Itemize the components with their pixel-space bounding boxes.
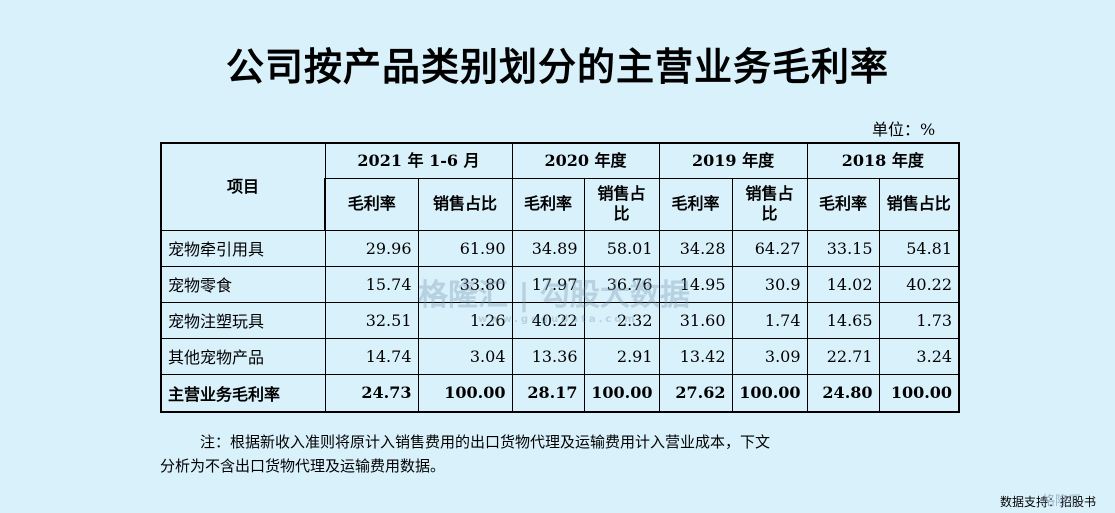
- total-label: 主营业务毛利率: [160, 373, 326, 413]
- metric-header: 毛利率: [511, 177, 585, 231]
- footnote-line-2: 分析为不含出口货物代理及运输费用数据。: [160, 457, 446, 475]
- total-row: 主营业务毛利率 24.73 100.00 28.17 100.00 27.62 …: [160, 373, 961, 413]
- gross-margin-table: 项目 2021 年 1-6 月 2020 年度 2019 年度 2018 年度 …: [160, 142, 961, 413]
- metric-header: 销售占比: [417, 177, 513, 231]
- cell-value: 1.26: [417, 301, 513, 339]
- cell-value: 61.90: [417, 229, 513, 267]
- cell-value: 13.42: [658, 337, 733, 375]
- table-row: 其他宠物产品 14.74 3.04 13.36 2.91 13.42 3.09 …: [160, 337, 961, 375]
- metric-header: 销售占比: [731, 177, 808, 231]
- cell-value: 33.15: [806, 229, 880, 267]
- cell-value: 14.65: [806, 301, 880, 339]
- brand-logo: 格隆汇: [1042, 494, 1082, 509]
- footnote-line-1: 注：根据新收入准则将原计入销售费用的出口货物代理及运输费用计入营业成本，下文: [200, 433, 771, 451]
- page-title: 公司按产品类别划分的主营业务毛利率: [225, 45, 889, 89]
- metric-header: 销售占比: [878, 177, 961, 231]
- cell-value: 64.27: [731, 229, 808, 267]
- cell-value: 32.51: [324, 301, 419, 339]
- metric-header: 毛利率: [658, 177, 733, 231]
- cell-value: 30.9: [731, 265, 808, 303]
- cell-value: 13.36: [511, 337, 585, 375]
- total-value: 24.73: [324, 373, 419, 413]
- cell-value: 2.32: [583, 301, 660, 339]
- metric-header: 毛利率: [324, 177, 419, 231]
- cell-value: 14.95: [658, 265, 733, 303]
- table-row: 宠物注塑玩具 32.51 1.26 40.22 2.32 31.60 1.74 …: [160, 301, 961, 339]
- corner-header: 项目: [160, 142, 326, 231]
- total-value: 27.62: [658, 373, 733, 413]
- footnote: 注：根据新收入准则将原计入销售费用的出口货物代理及运输费用计入营业成本，下文 分…: [160, 430, 960, 478]
- cell-value: 34.28: [658, 229, 733, 267]
- cell-value: 15.74: [324, 265, 419, 303]
- cell-value: 34.89: [511, 229, 585, 267]
- header-row-metrics: 毛利率 销售占比 毛利率 销售占比 毛利率 销售占比 毛利率 销售占比: [161, 177, 961, 231]
- cell-value: 3.09: [731, 337, 808, 375]
- cell-value: 58.01: [583, 229, 660, 267]
- period-header: 2021 年 1-6 月: [324, 142, 513, 179]
- metric-header: 销售占比: [583, 177, 660, 231]
- cell-value: 14.02: [806, 265, 880, 303]
- source-credit: 数据支持：招股书: [1000, 495, 1097, 509]
- cell-value: 2.91: [583, 337, 660, 375]
- total-value: 100.00: [731, 373, 808, 413]
- cell-value: 36.76: [583, 265, 660, 303]
- row-label: 宠物注塑玩具: [160, 301, 326, 339]
- cell-value: 3.04: [417, 337, 513, 375]
- row-label: 宠物零食: [160, 265, 326, 303]
- total-value: 24.80: [806, 373, 880, 413]
- metric-header: 毛利率: [806, 177, 880, 231]
- total-value: 100.00: [417, 373, 513, 413]
- cell-value: 29.96: [324, 229, 419, 267]
- period-header: 2020 年度: [511, 142, 660, 179]
- cell-value: 22.71: [806, 337, 880, 375]
- unit-label: 单位：%: [872, 120, 936, 139]
- cell-value: 40.22: [878, 265, 961, 303]
- cell-value: 14.74: [324, 337, 419, 375]
- cell-value: 54.81: [878, 229, 961, 267]
- total-value: 28.17: [511, 373, 585, 413]
- cell-value: 3.24: [878, 337, 961, 375]
- period-header: 2019 年度: [658, 142, 808, 179]
- total-value: 100.00: [583, 373, 660, 413]
- row-label: 其他宠物产品: [160, 337, 326, 375]
- row-label: 宠物牵引用具: [160, 229, 326, 267]
- period-header: 2018 年度: [806, 142, 961, 179]
- cell-value: 33.80: [417, 265, 513, 303]
- cell-value: 1.73: [878, 301, 961, 339]
- table-row: 宠物牵引用具 29.96 61.90 34.89 58.01 34.28 64.…: [160, 229, 961, 267]
- table-row: 宠物零食 15.74 33.80 17.97 36.76 14.95 30.9 …: [160, 265, 961, 303]
- cell-value: 40.22: [511, 301, 585, 339]
- total-value: 100.00: [878, 373, 961, 413]
- cell-value: 31.60: [658, 301, 733, 339]
- cell-value: 1.74: [731, 301, 808, 339]
- header-row-periods: 项目 2021 年 1-6 月 2020 年度 2019 年度 2018 年度: [160, 142, 961, 231]
- cell-value: 17.97: [511, 265, 585, 303]
